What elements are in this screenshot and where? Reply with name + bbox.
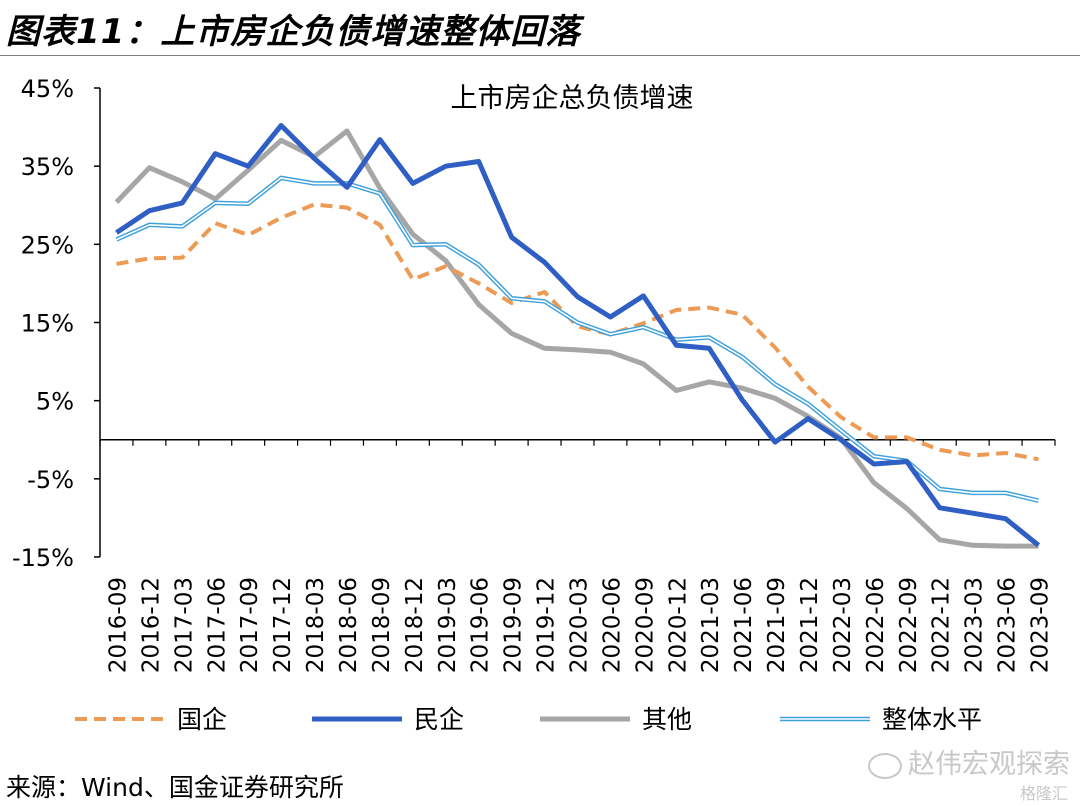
- series-2: [114, 128, 1039, 549]
- series-line: [116, 202, 1039, 462]
- y-tick-label: 5%: [36, 388, 74, 416]
- legend-label: 其他: [642, 705, 692, 734]
- legend-item-3: 整体水平: [780, 705, 982, 734]
- y-tick-label: -15%: [12, 544, 74, 572]
- series-1: [115, 123, 1041, 548]
- legend-item-2: 其他: [540, 705, 692, 734]
- series-line: [115, 175, 1040, 503]
- x-tick-label: 2016-12: [138, 577, 164, 673]
- x-tick-label: 2018-03: [303, 577, 329, 673]
- x-tick-label: 2019-06: [468, 577, 494, 673]
- x-tick-label: 2018-06: [336, 577, 362, 673]
- series-layer: [114, 123, 1041, 549]
- series-line: [114, 128, 1039, 549]
- x-tick-label: 2023-03: [962, 577, 988, 673]
- x-tick-label: 2022-09: [896, 577, 922, 673]
- title-divider: [0, 55, 1080, 56]
- series-0: [116, 202, 1039, 462]
- x-tick-label: 2017-06: [204, 577, 230, 673]
- x-tick-label: 2023-06: [995, 577, 1021, 673]
- y-tick-label: 45%: [21, 75, 74, 103]
- legend-label: 整体水平: [882, 705, 982, 734]
- x-tick-label: 2021-06: [731, 577, 757, 673]
- legend: 国企 民企 其他 整体水平: [75, 705, 982, 734]
- wechat-icon: [868, 752, 902, 779]
- source-note: 来源：Wind、国金证券研究所: [6, 773, 344, 802]
- watermark-logo: 格隆汇: [1019, 784, 1068, 803]
- x-tick-label: 2016-09: [105, 577, 131, 673]
- watermark: 赵伟宏观探索: [868, 742, 1070, 781]
- x-tick-label: 2021-12: [797, 577, 823, 673]
- x-tick-label: 2022-03: [830, 577, 856, 673]
- y-tick-label: -5%: [27, 466, 74, 494]
- x-tick-label: 2017-03: [171, 577, 197, 673]
- x-tick-label: 2020-09: [632, 577, 658, 673]
- legend-label: 民企: [414, 705, 464, 734]
- series-3: [115, 175, 1040, 503]
- line-chart: 上市房企总负债增速 45%35%25%15%5%-5%-15% 2016-09 2…: [12, 75, 1056, 734]
- x-tick-label: 2020-12: [665, 577, 691, 673]
- x-tick-label: 2022-12: [929, 577, 955, 673]
- y-tick-label: 35%: [21, 153, 74, 181]
- legend-label: 国企: [177, 705, 227, 734]
- x-tick-label: 2019-09: [501, 577, 527, 673]
- x-tick-label: 2018-09: [369, 577, 395, 673]
- x-tick-label: 2022-06: [863, 577, 889, 673]
- legend-item-0: 国企: [75, 705, 227, 734]
- legend-item-1: 民企: [312, 705, 464, 734]
- x-axis: 2016-09 2016-12 2017-03 2017-06 2017-09 2017-…: [99, 439, 1056, 673]
- y-tick-label: 15%: [21, 310, 74, 338]
- x-tick-label: 2020-03: [567, 577, 593, 673]
- watermark-text: 赵伟宏观探索: [908, 749, 1070, 780]
- x-tick-label: 2018-12: [402, 577, 428, 673]
- x-tick-label: 2023-09: [1028, 577, 1054, 673]
- y-tick-label: 25%: [21, 231, 74, 259]
- x-tick-label: 2019-03: [435, 577, 461, 673]
- series-line-inner: [116, 177, 1039, 502]
- figure-title: 图表11：上市房企负债增速整体回落: [6, 12, 581, 52]
- x-tick-label: 2017-09: [237, 577, 263, 673]
- x-tick-label: 2021-03: [698, 577, 724, 673]
- series-line: [115, 123, 1041, 548]
- y-axis: 45% 35% 25% 15% 5% -5% -15%: [12, 75, 100, 572]
- x-tick-label: 2017-12: [270, 577, 296, 673]
- x-tick-label: 2021-09: [764, 577, 790, 673]
- x-tick-label: 2019-12: [534, 577, 560, 673]
- x-tick-label: 2020-06: [599, 577, 625, 673]
- chart-title: 上市房企总负债增速: [451, 83, 694, 114]
